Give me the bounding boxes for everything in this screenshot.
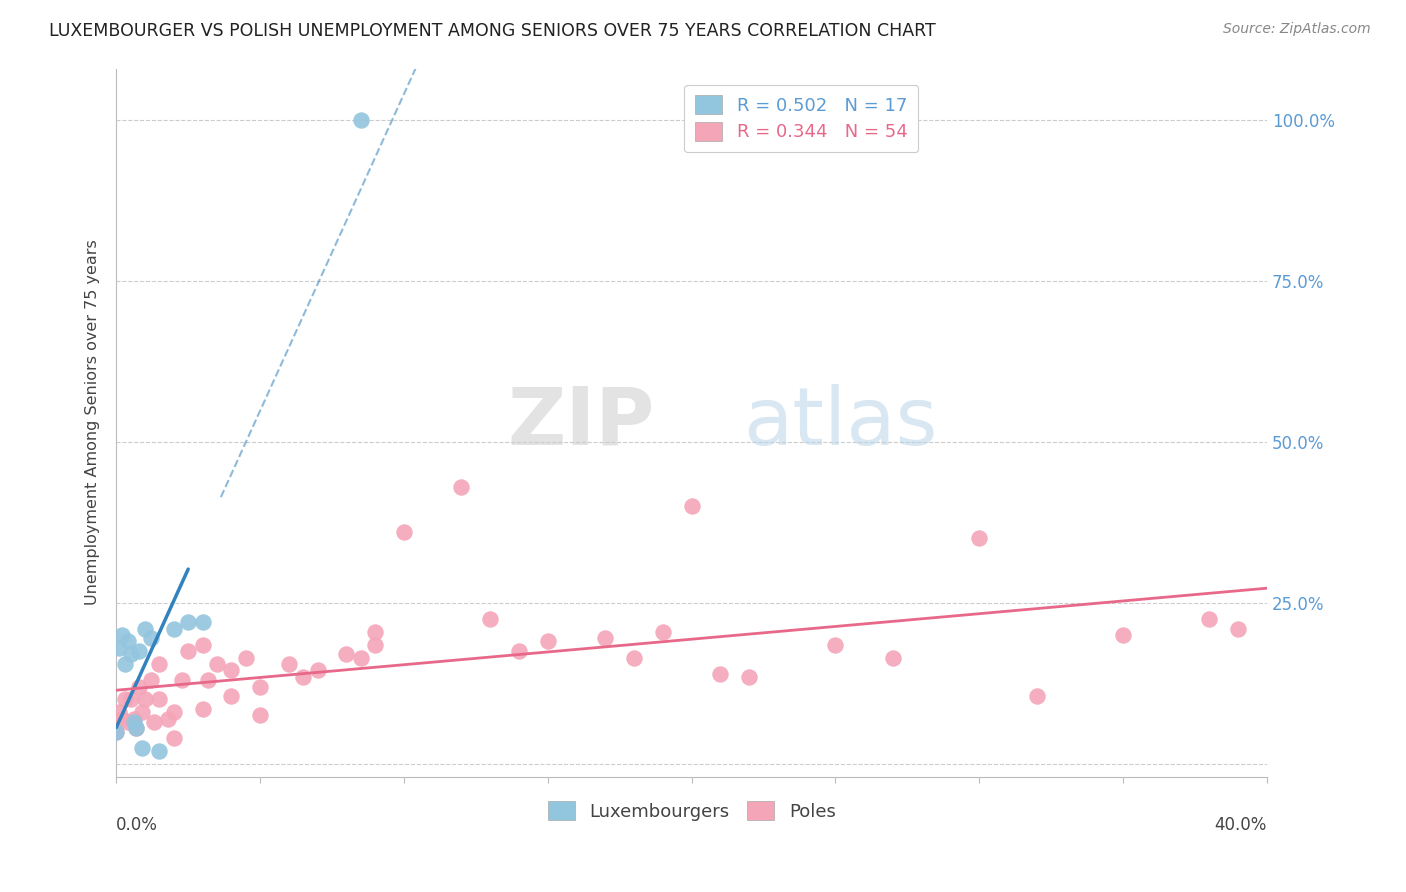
Point xyxy=(1227,622,1250,636)
Point xyxy=(709,666,731,681)
Point xyxy=(191,638,214,652)
Point xyxy=(111,712,134,726)
Point xyxy=(139,631,162,645)
Point xyxy=(163,705,186,719)
Text: atlas: atlas xyxy=(744,384,938,461)
Point xyxy=(221,689,243,703)
Point xyxy=(142,714,165,729)
Point xyxy=(114,692,136,706)
Point xyxy=(108,640,131,655)
Point xyxy=(191,615,214,629)
Point xyxy=(595,631,617,645)
Point xyxy=(122,714,145,729)
Point xyxy=(249,708,271,723)
Point xyxy=(120,692,142,706)
Point xyxy=(148,692,170,706)
Point xyxy=(122,712,145,726)
Point xyxy=(125,722,148,736)
Point xyxy=(128,680,150,694)
Point xyxy=(128,644,150,658)
Text: 40.0%: 40.0% xyxy=(1215,815,1267,833)
Point xyxy=(824,638,846,652)
Point xyxy=(292,670,315,684)
Point xyxy=(117,714,139,729)
Point xyxy=(450,480,472,494)
Point xyxy=(623,650,645,665)
Point xyxy=(134,692,156,706)
Text: ZIP: ZIP xyxy=(508,384,655,461)
Point xyxy=(249,680,271,694)
Point xyxy=(163,731,186,745)
Point xyxy=(108,705,131,719)
Point xyxy=(1112,628,1135,642)
Point xyxy=(172,673,194,687)
Point xyxy=(1025,689,1047,703)
Point xyxy=(350,113,373,128)
Point xyxy=(350,650,373,665)
Text: LUXEMBOURGER VS POLISH UNEMPLOYMENT AMONG SENIORS OVER 75 YEARS CORRELATION CHAR: LUXEMBOURGER VS POLISH UNEMPLOYMENT AMON… xyxy=(49,22,936,40)
Text: 0.0%: 0.0% xyxy=(117,815,157,833)
Point xyxy=(134,622,156,636)
Point xyxy=(651,624,673,639)
Point xyxy=(105,724,128,739)
Point xyxy=(392,524,415,539)
Point xyxy=(125,722,148,736)
Point xyxy=(131,740,153,755)
Point xyxy=(105,724,128,739)
Point xyxy=(364,624,387,639)
Point xyxy=(335,648,357,662)
Point xyxy=(967,532,990,546)
Legend: Luxembourgers, Poles: Luxembourgers, Poles xyxy=(540,794,842,828)
Point xyxy=(277,657,299,671)
Point xyxy=(114,657,136,671)
Point xyxy=(364,638,387,652)
Point xyxy=(681,500,703,514)
Point xyxy=(139,673,162,687)
Point xyxy=(205,657,228,671)
Point xyxy=(148,657,170,671)
Point xyxy=(738,670,761,684)
Y-axis label: Unemployment Among Seniors over 75 years: Unemployment Among Seniors over 75 years xyxy=(86,240,100,606)
Point xyxy=(191,702,214,716)
Point xyxy=(120,648,142,662)
Point xyxy=(1198,612,1220,626)
Point xyxy=(117,634,139,648)
Point xyxy=(148,744,170,758)
Point xyxy=(479,612,502,626)
Point xyxy=(163,622,186,636)
Point xyxy=(157,712,180,726)
Point xyxy=(508,644,530,658)
Point xyxy=(537,634,560,648)
Text: Source: ZipAtlas.com: Source: ZipAtlas.com xyxy=(1223,22,1371,37)
Point xyxy=(882,650,904,665)
Point xyxy=(177,615,200,629)
Point xyxy=(177,644,200,658)
Point xyxy=(221,664,243,678)
Point xyxy=(197,673,219,687)
Point xyxy=(307,664,329,678)
Point xyxy=(131,705,153,719)
Point xyxy=(111,628,134,642)
Point xyxy=(235,650,257,665)
